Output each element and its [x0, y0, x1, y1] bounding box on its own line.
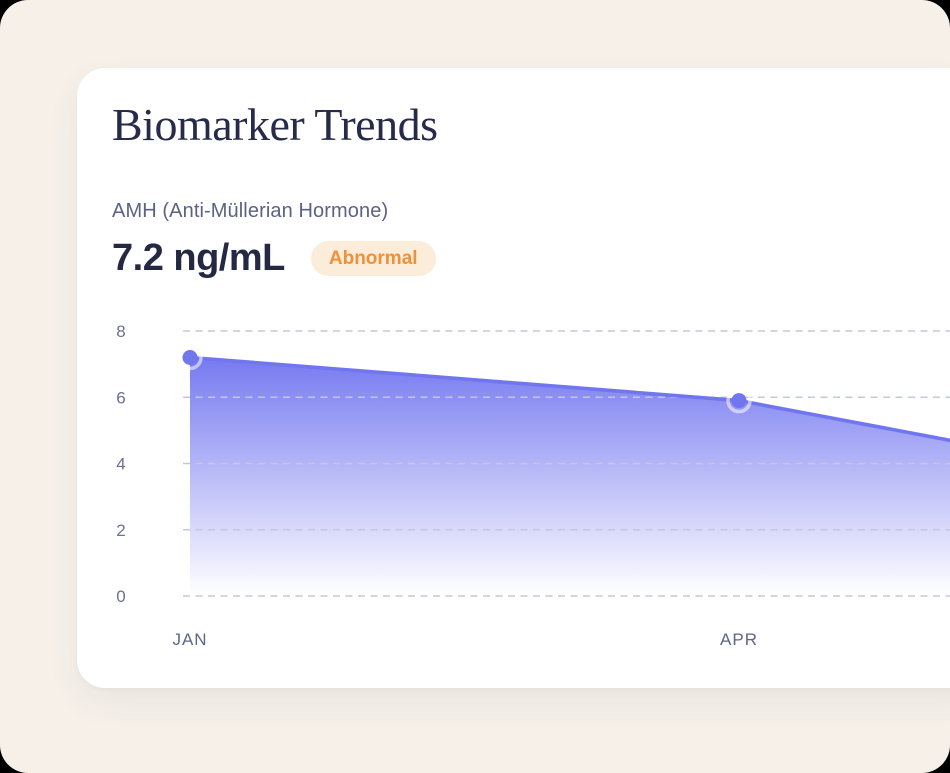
x-axis-label: JAN — [172, 630, 207, 649]
y-tick-label: 6 — [116, 388, 125, 407]
data-point-apr[interactable] — [731, 393, 747, 409]
data-point-halo — [177, 344, 203, 371]
biomarker-card: Biomarker Trends AMH (Anti-Müllerian Hor… — [77, 68, 950, 688]
status-badge: Abnormal — [310, 241, 436, 276]
data-point-jan[interactable] — [182, 350, 198, 365]
y-tick-label: 8 — [116, 322, 125, 341]
x-axis-label: APR — [720, 630, 758, 649]
page-title: Biomarker Trends — [112, 99, 438, 150]
y-tick-label: 4 — [116, 455, 125, 474]
y-tick-label: 0 — [116, 587, 125, 606]
metric-value: 7.2 ng/mL — [112, 237, 285, 279]
biomarker-trend-chart: 8 6 4 2 0 JAN APR — [116, 322, 950, 649]
metric-row: 7.2 ng/mL Abnormal — [112, 237, 436, 280]
y-tick-label: 2 — [116, 521, 125, 540]
trend-area — [190, 357, 950, 596]
data-point-halo — [726, 387, 752, 414]
metric-name-label: AMH (Anti-Müllerian Hormone) — [112, 200, 389, 222]
